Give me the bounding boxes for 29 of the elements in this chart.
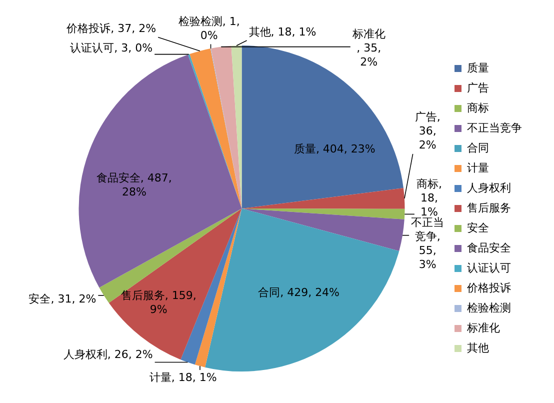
legend-label: 商标 (467, 101, 489, 114)
legend-label: 标准化 (466, 321, 500, 334)
data-label: 其他, 18, 1% (248, 25, 316, 38)
data-label: 检验检测, 1, 0% (178, 15, 240, 42)
legend-label: 安全 (467, 221, 489, 234)
data-label: 人身权利, 26, 2% (63, 348, 153, 362)
legend-label: 价格投诉 (466, 281, 511, 294)
legend-label: 其他 (467, 341, 489, 354)
legend-label: 不正当竞争 (467, 121, 522, 134)
data-label: 不正当竞争, 55, 3% (411, 216, 444, 272)
data-label: 标准化, 35, 2% (351, 28, 386, 69)
data-label: 食品安全, 487, 28% (96, 172, 172, 199)
legend-label: 认证认可 (467, 261, 511, 274)
data-label: 售后服务, 159, 9% (120, 288, 196, 316)
legend-label: 计量 (467, 161, 489, 174)
legend-label: 售后服务 (467, 201, 511, 214)
data-label: 价格投诉, 37, 2% (66, 22, 156, 36)
data-label: 认证认可, 3, 0% (70, 42, 153, 55)
data-label: 质量, 404, 23% (294, 142, 376, 156)
legend-label: 人身权利 (467, 181, 511, 194)
legend-label: 合同 (467, 141, 489, 154)
data-label: 广告, 36, 2% (414, 110, 440, 152)
legend-label: 质量 (467, 61, 489, 74)
data-label: 合同, 429, 24% (258, 286, 340, 300)
legend-label: 广告 (467, 81, 489, 94)
legend-label: 检验检测 (467, 301, 511, 314)
data-label: 计量, 18, 1% (149, 370, 217, 384)
legend-label: 食品安全 (467, 241, 511, 254)
data-label: 安全, 31, 2% (28, 292, 96, 306)
